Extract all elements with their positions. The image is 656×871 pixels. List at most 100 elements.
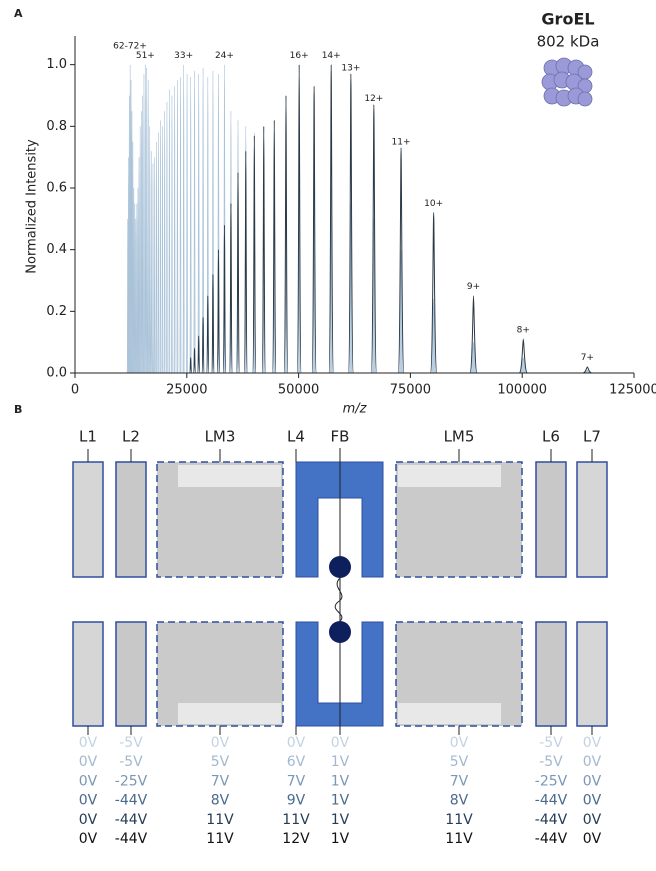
peak [148, 125, 151, 374]
peak [397, 147, 405, 374]
peak [145, 66, 148, 374]
charge-label: 12+ [364, 94, 383, 104]
peak [370, 104, 378, 374]
peak [192, 347, 197, 374]
peak [518, 338, 528, 374]
y-tick-label: 0.4 [46, 242, 67, 257]
voltage: 0V [79, 831, 98, 847]
voltage: 8V [450, 793, 469, 809]
peak [370, 218, 377, 374]
voltage: 8V [211, 793, 230, 809]
voltage: -44V [535, 831, 568, 847]
voltage: 11V [445, 831, 473, 847]
electrodes [72, 448, 608, 735]
peak [142, 72, 145, 374]
voltage: -5V [119, 735, 143, 751]
peak [519, 357, 528, 374]
voltage: -44V [535, 812, 568, 828]
peak [216, 249, 221, 374]
charge-label: 16+ [290, 51, 309, 61]
x-tick-label: 125000 [609, 383, 656, 398]
x-tick-label: 25000 [166, 383, 207, 398]
voltage: 0V [79, 773, 98, 789]
voltage: 0V [583, 735, 602, 751]
voltage: 0V [79, 754, 98, 770]
voltage: 7V [211, 773, 230, 789]
peak [328, 63, 335, 374]
voltage: -5V [119, 754, 143, 770]
peak [189, 76, 193, 374]
charge-label: 24+ [215, 51, 234, 61]
y-tick-label: 1.0 [46, 57, 67, 72]
inset-subtitle: 802 kDa [537, 33, 600, 51]
peak [197, 73, 201, 374]
voltage: 0V [583, 793, 602, 809]
x-tick-label: 50000 [278, 383, 319, 398]
peak [133, 202, 136, 374]
peak [147, 78, 150, 374]
y-tick-label: 0.6 [46, 181, 67, 196]
peak [206, 295, 210, 374]
peak [296, 63, 302, 374]
peak [139, 125, 142, 374]
peak [222, 224, 227, 374]
peak [165, 100, 169, 374]
charge-label: 8+ [517, 325, 530, 335]
voltage: 0V [583, 754, 602, 770]
peak [170, 94, 174, 374]
y-tick-label: 0.2 [46, 304, 67, 319]
peak [179, 76, 182, 374]
charge-label: 62-72+ [113, 42, 147, 52]
charge-label: 10+ [424, 199, 443, 209]
peak [159, 119, 162, 374]
peak [430, 298, 438, 374]
peak [155, 140, 158, 374]
peak [163, 110, 166, 374]
voltage: 0V [450, 735, 469, 751]
voltage: 9V [287, 793, 306, 809]
panel-label: A [14, 7, 23, 20]
peak [151, 162, 155, 374]
peak [150, 150, 153, 374]
peak [161, 125, 164, 374]
peak [157, 131, 160, 374]
y-axis-label: Normalized Intensity [25, 139, 40, 274]
electrode-label: L6 [542, 428, 560, 446]
charge-label: 11+ [392, 137, 411, 147]
voltage: 1V [331, 754, 350, 770]
voltage: 11V [282, 812, 310, 828]
peak [229, 202, 233, 374]
peak [193, 70, 196, 374]
voltage: 5V [450, 754, 469, 770]
voltage: 6V [287, 754, 306, 770]
voltage: 11V [206, 812, 234, 828]
peak [168, 88, 171, 374]
voltage: 0V [287, 735, 306, 751]
voltage: 12V [282, 831, 310, 847]
peak [469, 341, 478, 374]
peak [252, 134, 257, 374]
voltage: -44V [535, 793, 568, 809]
peak [243, 150, 248, 374]
peak [138, 156, 140, 374]
inset-title: GroEL [541, 10, 594, 29]
voltage: 7V [450, 773, 469, 789]
x-tick-label: 0 [71, 383, 79, 398]
voltage: 0V [583, 831, 602, 847]
voltage: 11V [445, 812, 473, 828]
charge-label: 7+ [581, 353, 594, 363]
voltage: 1V [331, 793, 350, 809]
peak [271, 119, 277, 374]
voltage: -5V [539, 754, 563, 770]
x-tick-label: 100000 [497, 383, 547, 398]
peak [176, 79, 179, 374]
peak [582, 366, 593, 374]
peak [173, 85, 176, 374]
x-tick-label: 75000 [390, 383, 431, 398]
peak [126, 218, 129, 374]
peak [206, 76, 210, 374]
peak [347, 73, 354, 374]
peak [141, 94, 144, 374]
peak [283, 94, 289, 374]
peak [197, 335, 201, 374]
